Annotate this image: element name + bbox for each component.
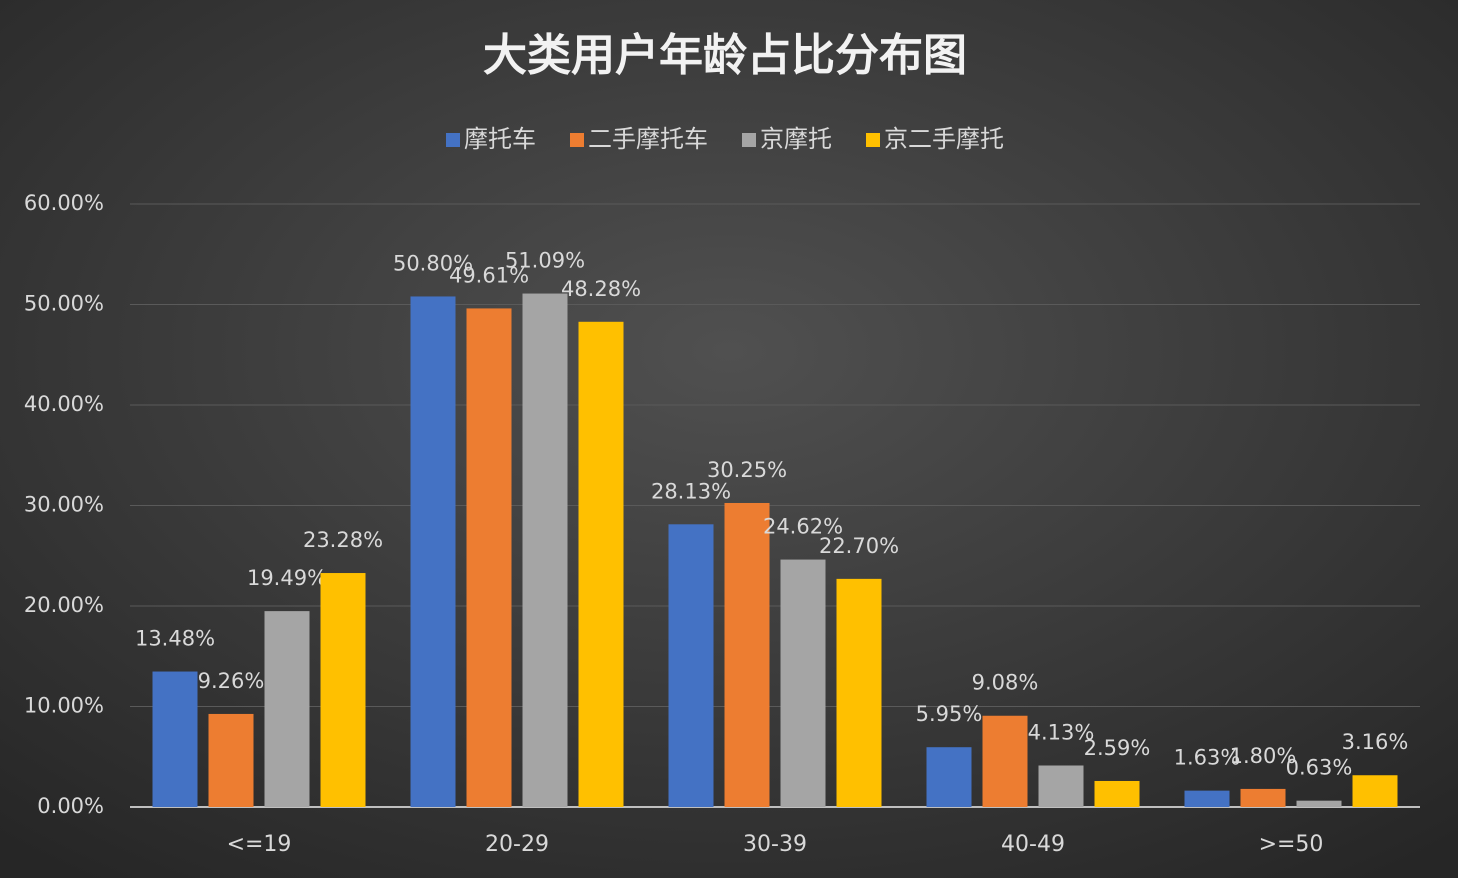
y-tick-label: 20.00% xyxy=(24,593,104,617)
bar xyxy=(836,578,882,807)
data-label: 19.49% xyxy=(247,566,327,590)
bar xyxy=(1038,765,1084,807)
legend-label: 摩托车 xyxy=(464,125,536,153)
bar xyxy=(1296,800,1342,807)
legend-swatch xyxy=(742,133,756,147)
data-label: 9.08% xyxy=(972,671,1039,695)
data-label: 1.80% xyxy=(1230,744,1297,768)
data-label: 22.70% xyxy=(819,534,899,558)
x-tick-label: 20-29 xyxy=(485,832,549,857)
bar xyxy=(578,321,624,807)
data-label: 1.63% xyxy=(1174,746,1241,770)
legend-swatch xyxy=(446,133,460,147)
bar xyxy=(724,502,770,807)
data-label: 50.80% xyxy=(393,251,473,275)
y-tick-label: 10.00% xyxy=(24,694,104,718)
bar xyxy=(1240,788,1286,807)
bar xyxy=(320,573,366,807)
bar xyxy=(152,671,198,807)
data-label: 28.13% xyxy=(651,479,731,503)
data-label: 3.16% xyxy=(1342,730,1409,754)
x-tick-label: 40-49 xyxy=(1001,832,1065,857)
data-label: 48.28% xyxy=(561,277,641,301)
data-label: 4.13% xyxy=(1028,720,1095,744)
bar xyxy=(668,524,714,807)
bar xyxy=(1352,775,1398,807)
chart-title: 大类用户年龄占比分布图 xyxy=(483,30,967,81)
x-tick-label: 30-39 xyxy=(743,832,807,857)
legend-swatch xyxy=(866,133,880,147)
legend: 摩托车 二手摩托车 京摩托 京二手摩托 xyxy=(446,125,1004,153)
data-label: 0.63% xyxy=(1286,756,1353,780)
data-label: 24.62% xyxy=(763,515,843,539)
bar xyxy=(466,308,512,807)
bar xyxy=(208,713,254,807)
y-tick-label: 50.00% xyxy=(24,292,104,316)
data-label: 2.59% xyxy=(1084,736,1151,760)
data-label: 49.61% xyxy=(449,263,529,287)
data-label: 13.48% xyxy=(135,627,215,651)
bar xyxy=(926,747,972,807)
data-label: 30.25% xyxy=(707,458,787,482)
bar xyxy=(1094,780,1140,807)
bar xyxy=(780,559,826,807)
legend-swatch xyxy=(570,133,584,147)
data-label: 23.28% xyxy=(303,528,383,552)
legend-label: 京摩托 xyxy=(760,125,832,153)
bar xyxy=(1184,790,1230,807)
y-tick-label: 40.00% xyxy=(24,392,104,416)
legend-label: 二手摩托车 xyxy=(588,125,708,153)
data-label: 9.26% xyxy=(198,669,265,693)
bar xyxy=(264,611,310,807)
data-label: 5.95% xyxy=(916,702,983,726)
legend-label: 京二手摩托 xyxy=(884,125,1004,153)
y-tick-label: 30.00% xyxy=(24,493,104,517)
bar xyxy=(982,715,1028,807)
data-label: 51.09% xyxy=(505,249,585,273)
y-tick-label: 0.00% xyxy=(37,794,104,818)
bar xyxy=(522,293,568,807)
y-tick-label: 60.00% xyxy=(24,191,104,215)
bar xyxy=(410,296,456,807)
x-tick-label: <=19 xyxy=(227,832,292,857)
x-tick-label: >=50 xyxy=(1259,832,1324,857)
